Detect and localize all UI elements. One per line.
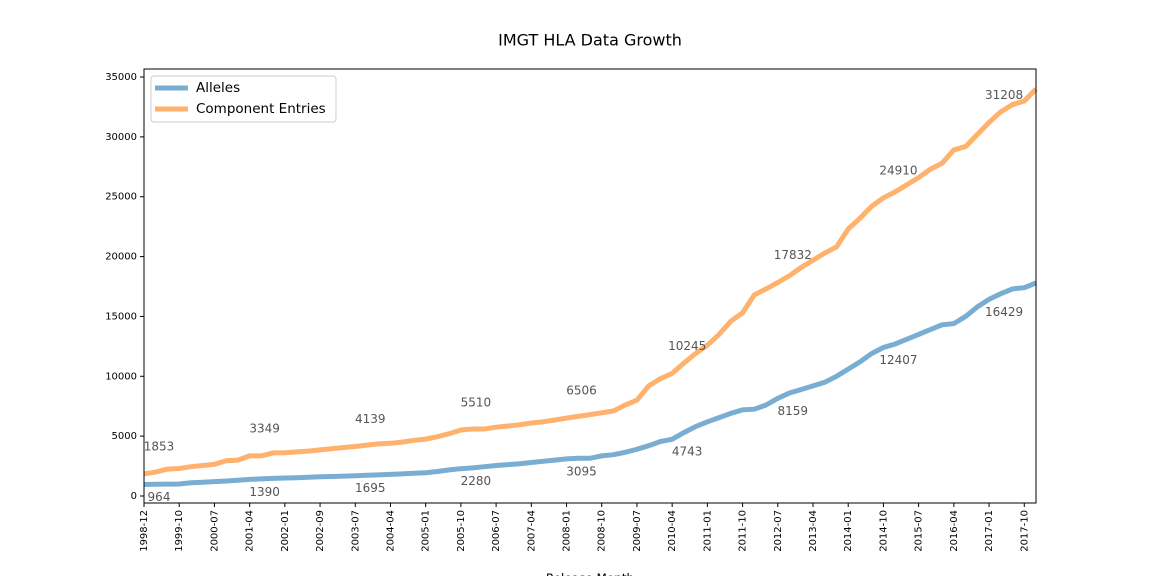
- data-label: 964: [148, 490, 171, 504]
- data-label: 1390: [249, 485, 280, 499]
- x-tick-label: 2014-01: [843, 510, 854, 552]
- x-tick-label: 2006-07: [491, 510, 502, 552]
- x-tick-label: 2013-04: [808, 510, 819, 552]
- x-tick-label: 2014-10: [878, 510, 889, 552]
- data-label: 4139: [355, 412, 386, 426]
- y-tick-label: 20000: [105, 252, 137, 263]
- data-label: 17832: [774, 248, 812, 262]
- x-tick-label: 2015-07: [914, 510, 925, 552]
- series-line: [143, 280, 1037, 487]
- data-label: 12407: [879, 353, 917, 367]
- x-tick-label: 1999-10: [174, 510, 185, 552]
- y-tick-label: 10000: [105, 371, 137, 382]
- x-tick-label: 2001-04: [245, 510, 256, 552]
- x-tick-label: 2008-01: [562, 510, 573, 552]
- x-tick-label: 2005-01: [421, 510, 432, 552]
- x-tick-label: 2004-04: [385, 510, 396, 552]
- x-tick-label: 2005-10: [456, 510, 467, 552]
- x-tick-label: 2017-10: [1019, 510, 1030, 552]
- x-tick-label: 2002-01: [280, 510, 291, 552]
- x-tick-label: 2009-07: [632, 510, 643, 552]
- y-tick-label: 15000: [105, 311, 137, 322]
- data-label: 24910: [879, 163, 917, 177]
- x-tick-label: 2000-07: [209, 510, 220, 552]
- y-tick-label: 5000: [112, 431, 137, 442]
- x-axis-label: Release Month: [546, 572, 634, 576]
- data-label: 1695: [355, 481, 386, 495]
- data-label: 3349: [249, 421, 280, 435]
- y-tick-label: 25000: [105, 192, 137, 203]
- data-label: 3095: [566, 464, 597, 478]
- x-tick-label: 1998-12: [139, 510, 150, 552]
- x-tick-label: 2012-07: [773, 510, 784, 552]
- data-label: 10245: [668, 339, 706, 353]
- legend-label: Alleles: [196, 80, 240, 96]
- data-label: 6506: [566, 384, 597, 398]
- legend-label: Component Entries: [196, 101, 326, 117]
- x-tick-label: 2011-10: [738, 510, 749, 552]
- x-tick-label: 2007-04: [526, 510, 537, 552]
- y-tick-label: 0: [131, 491, 137, 502]
- y-tick-label: 30000: [105, 132, 137, 143]
- x-tick-label: 2010-04: [667, 510, 678, 552]
- series-line: [143, 87, 1038, 477]
- data-label: 31208: [985, 88, 1023, 102]
- x-tick-label: 2017-01: [984, 510, 995, 552]
- x-tick-label: 2016-04: [949, 510, 960, 552]
- data-label: 16429: [985, 305, 1023, 319]
- x-tick-label: 2011-01: [702, 510, 713, 552]
- y-tick-label: 35000: [105, 72, 137, 83]
- data-label: 8159: [778, 404, 809, 418]
- data-label: 5510: [461, 396, 492, 410]
- x-tick-label: 2008-10: [597, 510, 608, 552]
- x-tick-label: 2002-09: [315, 510, 326, 552]
- data-label: 2280: [461, 474, 492, 488]
- data-label: 1853: [144, 439, 175, 453]
- legend-box: [150, 75, 337, 123]
- x-tick-label: 2003-07: [350, 510, 361, 552]
- data-label: 4743: [672, 445, 703, 459]
- plot-frame: [143, 68, 1037, 504]
- chart-title: IMGT HLA Data Growth: [498, 31, 682, 50]
